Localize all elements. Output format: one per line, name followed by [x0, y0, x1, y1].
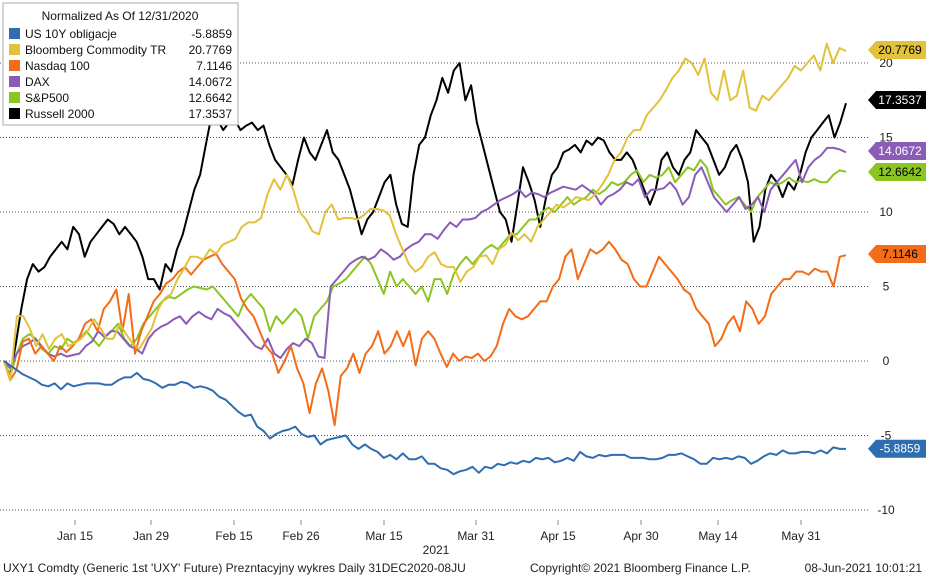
x-tick-label: Mar 15	[365, 529, 403, 543]
y-tick-label: 10	[879, 205, 893, 219]
tag-shape	[868, 163, 926, 181]
legend-series-name: Nasdaq 100	[25, 59, 90, 73]
x-axis: Jan 15 Jan 29 Feb 15 Feb 26 Mar 15 Mar 31 Apr …	[57, 520, 821, 543]
legend-entries: US 10Y obligacje -5.8859 Bloomberg Commodi…	[9, 27, 232, 121]
legend-last-value: 14.0672	[189, 75, 233, 89]
tag-shape	[868, 91, 926, 109]
footer-ticker-description: UXY1 Comdty (Generic 1st 'UXY' Future) P…	[3, 561, 466, 575]
legend-swatch	[9, 76, 20, 87]
tag-value: 17.3537	[878, 93, 922, 107]
y-tick-label: 20	[879, 56, 893, 70]
last-value-tags: -5.8859 20.7769 7.1146 14.0672 12.6642 17.353…	[868, 41, 926, 458]
tag-shape	[868, 142, 926, 160]
legend-entry-nasdaq-100: Nasdaq 100 7.1146	[9, 59, 232, 73]
legend-box	[2, 2, 239, 126]
legend-last-value: 12.6642	[189, 91, 233, 105]
x-tick-label: Feb 26	[282, 529, 320, 543]
x-tick-label: May 14	[698, 529, 738, 543]
y-tick-label: 5	[883, 280, 890, 294]
legend-last-value: 7.1146	[196, 59, 232, 73]
footer-copyright: Copyright© 2021 Bloomberg Finance L.P.	[530, 561, 751, 575]
y-axis: 20 15 10 5 0 -5 -10	[877, 56, 895, 517]
legend-entry-dax: DAX 14.0672	[9, 75, 232, 89]
last-value-tag-nasdaq-100: 7.1146	[868, 245, 926, 263]
legend-last-value: 17.3537	[189, 107, 233, 121]
tag-shape	[868, 245, 926, 263]
tag-value: 12.6642	[878, 165, 922, 179]
x-tick-label: Mar 31	[457, 529, 495, 543]
legend-series-name: Bloomberg Commodity TR	[25, 43, 166, 57]
series-line-nasdaq-100	[3, 240, 847, 427]
y-tick-label: -10	[877, 503, 895, 517]
legend-swatch	[9, 28, 20, 39]
tag-value: 7.1146	[882, 247, 918, 261]
last-value-tag-dax: 14.0672	[868, 142, 926, 160]
legend-swatch	[9, 44, 20, 55]
last-value-tag-us-10y-obligacje: -5.8859	[868, 439, 926, 458]
legend: Normalized As Of 12/31/2020 US 10Y oblig…	[2, 2, 239, 126]
chart-title: Normalized As Of 12/31/2020	[42, 9, 199, 23]
x-tick-label: Apr 15	[540, 529, 576, 543]
tag-value: -5.8859	[880, 442, 921, 456]
x-tick-label: Feb 15	[215, 529, 253, 543]
series-line-bloomberg-commodity-tr	[3, 42, 847, 382]
series-lines	[3, 42, 847, 476]
last-value-tag-russell-2000: 17.3537	[868, 91, 926, 109]
x-tick-label: Jan 29	[133, 529, 169, 543]
legend-entry-russell-2000: Russell 2000 17.3537	[9, 107, 232, 121]
series-line-russell-2000	[3, 62, 847, 377]
legend-swatch	[9, 60, 20, 71]
legend-entry-s-p500: S&P500 12.6642	[9, 91, 232, 105]
y-tick-label: 15	[879, 131, 893, 145]
tag-value: 14.0672	[878, 144, 922, 158]
y-tick-label: 0	[883, 354, 890, 368]
legend-entry-us-10y-obligacje: US 10Y obligacje -5.8859	[9, 27, 232, 41]
x-tick-label: Jan 15	[57, 529, 93, 543]
series-line-us-10y-obligacje	[3, 360, 846, 476]
x-axis-year-label: 2021	[423, 543, 450, 557]
legend-swatch	[9, 108, 20, 119]
legend-series-name: Russell 2000	[25, 107, 95, 121]
tag-shape	[868, 41, 926, 59]
series-line-dax	[3, 146, 847, 370]
legend-series-name: DAX	[25, 75, 50, 89]
footer-timestamp: 08-Jun-2021 10:01:21	[805, 561, 923, 575]
tag-value: 20.7769	[878, 43, 922, 57]
legend-series-name: US 10Y obligacje	[25, 27, 117, 41]
legend-swatch	[9, 92, 20, 103]
last-value-tag-bloomberg-commodity-tr: 20.7769	[868, 41, 926, 59]
x-tick-label: May 31	[781, 529, 821, 543]
y-tick-label: -5	[881, 429, 892, 443]
x-tick-label: Apr 30	[623, 529, 659, 543]
legend-last-value: -5.8859	[191, 27, 232, 41]
legend-last-value: 20.7769	[189, 43, 233, 57]
last-value-tag-s-p500: 12.6642	[868, 163, 926, 181]
tag-shape	[868, 439, 926, 458]
legend-entry-bloomberg-commodity-tr: Bloomberg Commodity TR 20.7769	[9, 43, 232, 57]
legend-series-name: S&P500	[25, 91, 69, 105]
